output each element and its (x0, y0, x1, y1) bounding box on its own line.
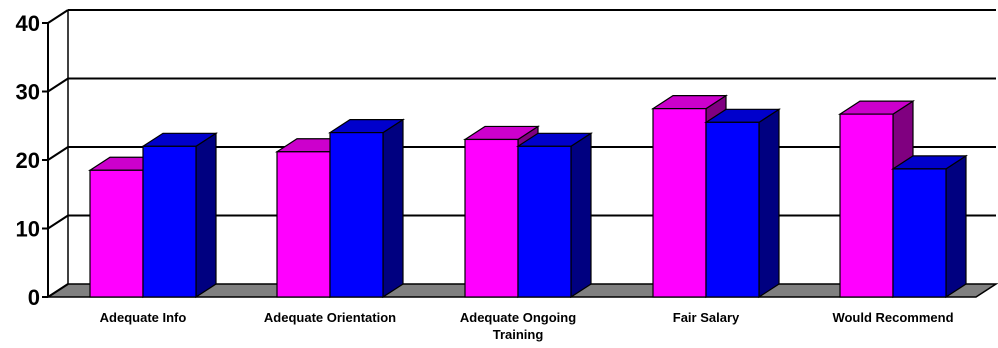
x-category-label: Adequate Ongoing (460, 310, 576, 325)
gridline-side (47, 77, 69, 93)
bar (140, 132, 219, 299)
bar-front-face (892, 168, 947, 298)
bar (703, 108, 782, 299)
bar-side-face (758, 108, 780, 299)
y-tick-label: 0 (28, 285, 40, 310)
gridline-side (47, 9, 69, 24)
y-axis-tick-labels: 0 10 20 30 40 (16, 11, 40, 310)
gridline-side (47, 146, 69, 161)
bar-front-face (142, 145, 197, 298)
x-category-label: Training (493, 327, 544, 342)
x-category-label: Would Recommend (832, 310, 953, 325)
x-axis-category-labels: Adequate Info Adequate Orientation Adequat… (100, 310, 954, 342)
gridline-side (47, 214, 69, 230)
bar-side-face (570, 132, 592, 299)
y-tick-label: 30 (16, 80, 40, 105)
bar-front-face (276, 151, 331, 298)
bar-front-face (517, 145, 572, 298)
y-tick-label: 20 (16, 148, 40, 173)
x-category-label: Fair Salary (673, 310, 740, 325)
bar-front-face (89, 169, 144, 298)
chart-axes (42, 10, 69, 298)
bar (515, 132, 594, 299)
bar-side-face (945, 154, 967, 299)
y-tick-label: 40 (16, 11, 40, 36)
bar-front-face (839, 113, 894, 298)
bar (890, 154, 969, 299)
bar-side-face (195, 132, 217, 299)
y-tick-label: 10 (16, 217, 40, 242)
x-category-label: Adequate Info (100, 310, 187, 325)
bar-front-face (329, 132, 384, 298)
x-category-label: Adequate Orientation (264, 310, 396, 325)
bar-side-face (382, 118, 404, 299)
bar (327, 118, 406, 299)
gridline-side (47, 283, 69, 298)
bar-front-face (652, 108, 707, 298)
bar-front-face (705, 121, 760, 298)
chart-bars (87, 94, 969, 299)
bar-front-face (464, 138, 519, 298)
